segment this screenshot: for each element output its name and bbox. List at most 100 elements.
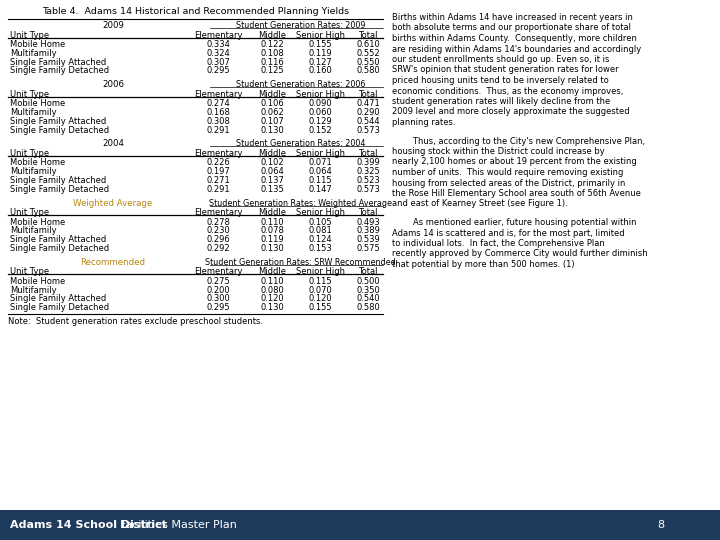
Text: 0.610: 0.610 [356, 40, 380, 49]
Text: Single Family Attached: Single Family Attached [10, 235, 107, 244]
Text: Table 4.  Adams 14 Historical and Recommended Planning Yields: Table 4. Adams 14 Historical and Recomme… [42, 7, 349, 16]
Text: Student Generation Rates: 2009: Student Generation Rates: 2009 [235, 21, 365, 30]
Text: Single Family Detached: Single Family Detached [10, 66, 109, 76]
Text: 0.127: 0.127 [308, 58, 332, 66]
Text: 2006: 2006 [102, 80, 124, 89]
Text: 0.471: 0.471 [356, 99, 380, 108]
Text: Multifamily: Multifamily [10, 108, 57, 117]
Text: Senior High: Senior High [295, 149, 344, 158]
Text: 0.078: 0.078 [260, 226, 284, 235]
Text: 0.550: 0.550 [356, 58, 380, 66]
Text: 0.325: 0.325 [356, 167, 380, 176]
Text: 0.296: 0.296 [206, 235, 230, 244]
Text: Elementary: Elementary [194, 208, 242, 217]
Text: number of units.  This would require removing existing: number of units. This would require remo… [392, 168, 624, 177]
Text: Student Generation Rates: 2004: Student Generation Rates: 2004 [236, 139, 365, 148]
Text: Single Family Detached: Single Family Detached [10, 185, 109, 194]
Text: Student Generation Rates: SRW Recommended: Student Generation Rates: SRW Recommende… [205, 258, 396, 267]
Text: 0.071: 0.071 [308, 158, 332, 167]
Text: housing stock within the District could increase by: housing stock within the District could … [392, 147, 605, 156]
Text: 0.389: 0.389 [356, 226, 380, 235]
Text: Multifamily: Multifamily [10, 167, 57, 176]
Text: Single Family Attached: Single Family Attached [10, 176, 107, 185]
Text: 0.124: 0.124 [308, 235, 332, 244]
Text: Middle: Middle [258, 149, 286, 158]
Text: Thus, according to the City's new Comprehensive Plan,: Thus, according to the City's new Compre… [392, 137, 645, 145]
Text: 0.155: 0.155 [308, 40, 332, 49]
Text: Weighted Average: Weighted Average [73, 199, 153, 207]
Text: 0.115: 0.115 [308, 277, 332, 286]
Text: 0.275: 0.275 [206, 277, 230, 286]
Text: Elementary: Elementary [194, 30, 242, 39]
Text: 0.108: 0.108 [260, 49, 284, 58]
Text: Senior High: Senior High [295, 90, 344, 99]
Text: 0.493: 0.493 [356, 218, 380, 227]
Text: 0.295: 0.295 [206, 303, 230, 312]
Text: 0.544: 0.544 [356, 117, 380, 126]
Text: 0.080: 0.080 [260, 286, 284, 295]
Text: Unit Type: Unit Type [10, 267, 49, 276]
Text: Student Generation Rates: 2006: Student Generation Rates: 2006 [236, 80, 365, 89]
Text: 0.110: 0.110 [260, 218, 284, 227]
Text: 0.137: 0.137 [260, 176, 284, 185]
Text: Middle: Middle [258, 267, 286, 276]
Text: 0.540: 0.540 [356, 294, 380, 303]
Text: SRW's opinion that student generation rates for lower: SRW's opinion that student generation ra… [392, 65, 618, 75]
Text: and east of Kearney Street (see Figure 1).: and east of Kearney Street (see Figure 1… [392, 199, 568, 208]
Text: 0.324: 0.324 [206, 49, 230, 58]
Text: 0.062: 0.062 [260, 108, 284, 117]
Text: Mobile Home: Mobile Home [10, 277, 66, 286]
Text: 0.090: 0.090 [308, 99, 332, 108]
Text: Facilities Master Plan: Facilities Master Plan [113, 520, 237, 530]
Text: Elementary: Elementary [194, 149, 242, 158]
Text: 0.291: 0.291 [206, 185, 230, 194]
Text: Unit Type: Unit Type [10, 90, 49, 99]
Text: Mobile Home: Mobile Home [10, 218, 66, 227]
Text: that potential by more than 500 homes. (1): that potential by more than 500 homes. (… [392, 260, 575, 269]
Text: housing from selected areas of the District, primarily in: housing from selected areas of the Distr… [392, 179, 626, 187]
Text: Adams 14 School District: Adams 14 School District [10, 520, 167, 530]
Text: births within Adams County.  Consequently, more children: births within Adams County. Consequently… [392, 34, 637, 43]
Text: 0.308: 0.308 [206, 117, 230, 126]
Text: Recommended: Recommended [81, 258, 145, 267]
Text: recently approved by Commerce City would further diminish: recently approved by Commerce City would… [392, 249, 647, 259]
Text: Single Family Attached: Single Family Attached [10, 58, 107, 66]
Text: 0.295: 0.295 [206, 66, 230, 76]
Text: 0.130: 0.130 [260, 244, 284, 253]
Text: 0.290: 0.290 [356, 108, 380, 117]
Text: 0.350: 0.350 [356, 286, 380, 295]
Text: our student enrollments should go up. Even so, it is: our student enrollments should go up. Ev… [392, 55, 609, 64]
Text: both absolute terms and our proportionate share of total: both absolute terms and our proportionat… [392, 24, 631, 32]
Text: 0.292: 0.292 [206, 244, 230, 253]
Text: 0.155: 0.155 [308, 303, 332, 312]
Text: 0.147: 0.147 [308, 185, 332, 194]
Text: Elementary: Elementary [194, 90, 242, 99]
Text: 0.081: 0.081 [308, 226, 332, 235]
Text: Elementary: Elementary [194, 267, 242, 276]
Text: 0.120: 0.120 [308, 294, 332, 303]
Text: 0.120: 0.120 [260, 294, 284, 303]
Text: 0.152: 0.152 [308, 126, 332, 134]
Text: 2009 level and more closely approximate the suggested: 2009 level and more closely approximate … [392, 107, 629, 117]
Text: 0.119: 0.119 [308, 49, 332, 58]
Text: Multifamily: Multifamily [10, 226, 57, 235]
Text: 0.110: 0.110 [260, 277, 284, 286]
Text: 0.399: 0.399 [356, 158, 380, 167]
Text: Middle: Middle [258, 90, 286, 99]
Text: Multifamily: Multifamily [10, 286, 57, 295]
Text: 0.060: 0.060 [308, 108, 332, 117]
Text: 0.291: 0.291 [206, 126, 230, 134]
Text: 0.300: 0.300 [206, 294, 230, 303]
Text: 0.116: 0.116 [260, 58, 284, 66]
Text: 0.130: 0.130 [260, 126, 284, 134]
Text: 0.334: 0.334 [206, 40, 230, 49]
Text: Note:  Student generation rates exclude preschool students.: Note: Student generation rates exclude p… [8, 317, 263, 326]
Text: 0.552: 0.552 [356, 49, 380, 58]
Text: 0.523: 0.523 [356, 176, 380, 185]
Text: 0.580: 0.580 [356, 303, 380, 312]
Text: 0.106: 0.106 [260, 99, 284, 108]
Text: Total: Total [359, 149, 378, 158]
Text: Senior High: Senior High [295, 267, 344, 276]
Text: 0.573: 0.573 [356, 126, 380, 134]
Text: Middle: Middle [258, 30, 286, 39]
